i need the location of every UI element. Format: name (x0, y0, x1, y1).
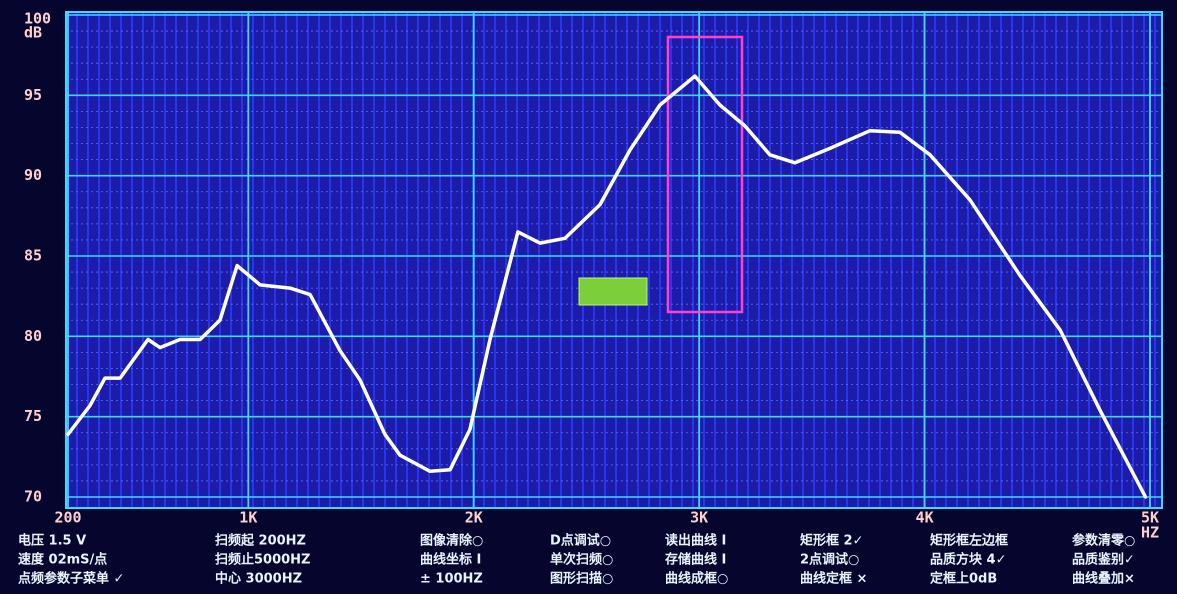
x-tick-label: 5K (1141, 509, 1159, 527)
marker-block (578, 277, 648, 306)
status-item: 中心 3000HZ (215, 571, 302, 587)
status-item: 存储曲线 I (665, 552, 726, 568)
y-tick-label: 85 (24, 247, 42, 265)
x-tick-label: 1K (239, 509, 257, 527)
status-item: 点频参数子菜单 ✓ (18, 571, 124, 587)
x-tick-label: 4K (916, 509, 934, 527)
status-item: 定框上0dB (929, 571, 997, 587)
status-item: 扫频止5000HZ (215, 552, 311, 568)
y-tick-label: 90 (24, 166, 42, 184)
status-item: ± 100HZ (420, 572, 483, 587)
status-item: 扫频起 200HZ (215, 533, 306, 549)
status-item: 速度 02mS/点 (18, 552, 107, 568)
y-tick-label: 95 (24, 86, 42, 104)
status-item: D点调试○ (550, 533, 611, 549)
status-item: 图像清除○ (420, 533, 483, 549)
status-item: 图形扫描○ (550, 571, 613, 587)
status-item: 品质方块 4✓ (930, 552, 1006, 568)
x-tick-label: 3K (690, 509, 708, 527)
y-tick-label: 70 (24, 488, 42, 506)
series-layer (66, 74, 1148, 499)
status-item: 曲线叠加× (1072, 571, 1135, 587)
status-item: 电压 1.5 V (18, 533, 86, 549)
status-item: 矩形框左边框 (929, 533, 1008, 549)
status-item: 曲线成框○ (665, 571, 728, 587)
y-tick-label: 80 (24, 327, 42, 345)
status-item: 品质鉴别✓ (1072, 552, 1135, 568)
x-tick-label: 2K (465, 509, 483, 527)
y-tick-label: 100 (24, 10, 51, 28)
x-tick-label: 200 (54, 509, 81, 527)
status-item: 单次扫频○ (550, 552, 613, 568)
status-item: 曲线坐标 I (420, 552, 481, 568)
status-item: 参数清零○ (1072, 533, 1135, 549)
status-item: 矩形框 2✓ (799, 533, 863, 549)
status-item: 读出曲线 I (665, 533, 726, 549)
plot-frame (65, 11, 1163, 509)
major-grid (65, 11, 1163, 509)
marker-rectangle (666, 35, 744, 314)
y-tick-label: 75 (24, 407, 42, 425)
response-curve (66, 74, 1148, 499)
status-item: 曲线定框 × (800, 571, 867, 587)
x-axis-label: HZ (1141, 524, 1159, 542)
y-axis-label: dB (24, 24, 42, 42)
status-item: 2点调试○ (800, 552, 859, 568)
